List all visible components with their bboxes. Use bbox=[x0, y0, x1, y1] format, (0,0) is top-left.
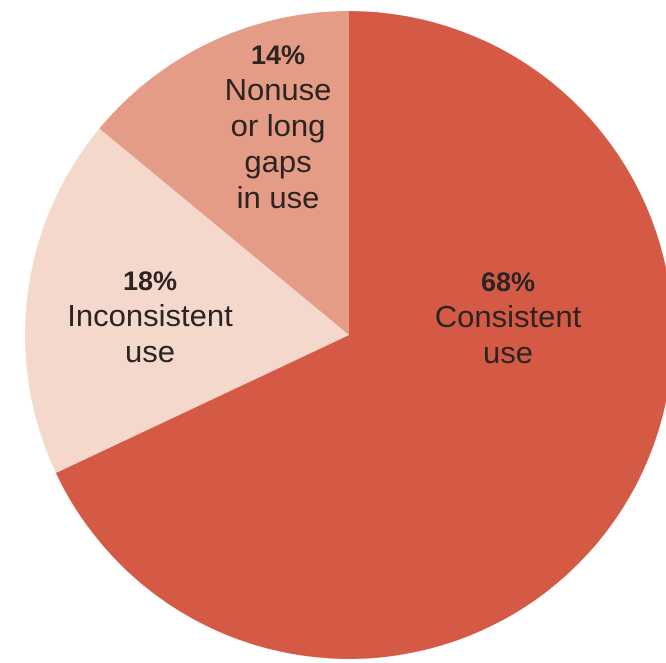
slice-category-label: use bbox=[125, 334, 175, 369]
slice-category-label: in use bbox=[237, 180, 320, 215]
pie-slice-2 bbox=[99, 10, 350, 335]
pie-slice-0 bbox=[55, 11, 666, 659]
slice-category-label: use bbox=[483, 335, 533, 370]
slice-category-label: Inconsistent bbox=[67, 298, 233, 333]
slice-percent-label: 18% bbox=[123, 266, 177, 296]
slice-percent-label: 14% bbox=[251, 40, 305, 70]
slice-category-label: or long bbox=[231, 108, 326, 143]
slice-category-label: Nonuse bbox=[225, 72, 332, 107]
slice-category-label: gaps bbox=[244, 144, 311, 179]
slice-category-label: Consistent bbox=[435, 299, 582, 334]
pie-slice-1 bbox=[24, 128, 349, 473]
slice-percent-label: 68% bbox=[481, 267, 535, 297]
